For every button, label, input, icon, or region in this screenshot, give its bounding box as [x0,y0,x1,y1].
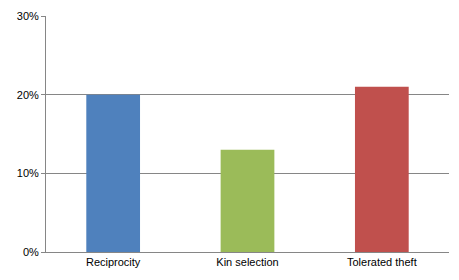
svg-text:20%: 20% [17,89,39,101]
svg-text:0%: 0% [23,246,39,258]
svg-text:Tolerated theft: Tolerated theft [347,256,417,268]
svg-text:Reciprocity: Reciprocity [86,256,141,268]
svg-text:10%: 10% [17,167,39,179]
svg-text:Kin selection: Kin selection [216,256,278,268]
svg-text:30%: 30% [17,10,39,22]
